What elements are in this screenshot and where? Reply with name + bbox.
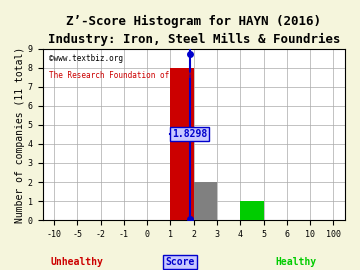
Text: 1.8298: 1.8298 — [172, 129, 207, 139]
Bar — [171, 68, 194, 220]
Title: Z’-Score Histogram for HAYN (2016)
Industry: Iron, Steel Mills & Foundries: Z’-Score Histogram for HAYN (2016) Indus… — [48, 15, 340, 46]
Text: The Research Foundation of SUNY: The Research Foundation of SUNY — [49, 71, 192, 80]
Text: Healthy: Healthy — [276, 257, 317, 267]
Text: Unhealthy: Unhealthy — [50, 257, 103, 267]
Bar — [240, 201, 264, 220]
Bar — [194, 182, 217, 220]
Text: ©www.textbiz.org: ©www.textbiz.org — [49, 54, 122, 63]
Text: Score: Score — [165, 257, 195, 267]
Y-axis label: Number of companies (11 total): Number of companies (11 total) — [15, 46, 25, 222]
